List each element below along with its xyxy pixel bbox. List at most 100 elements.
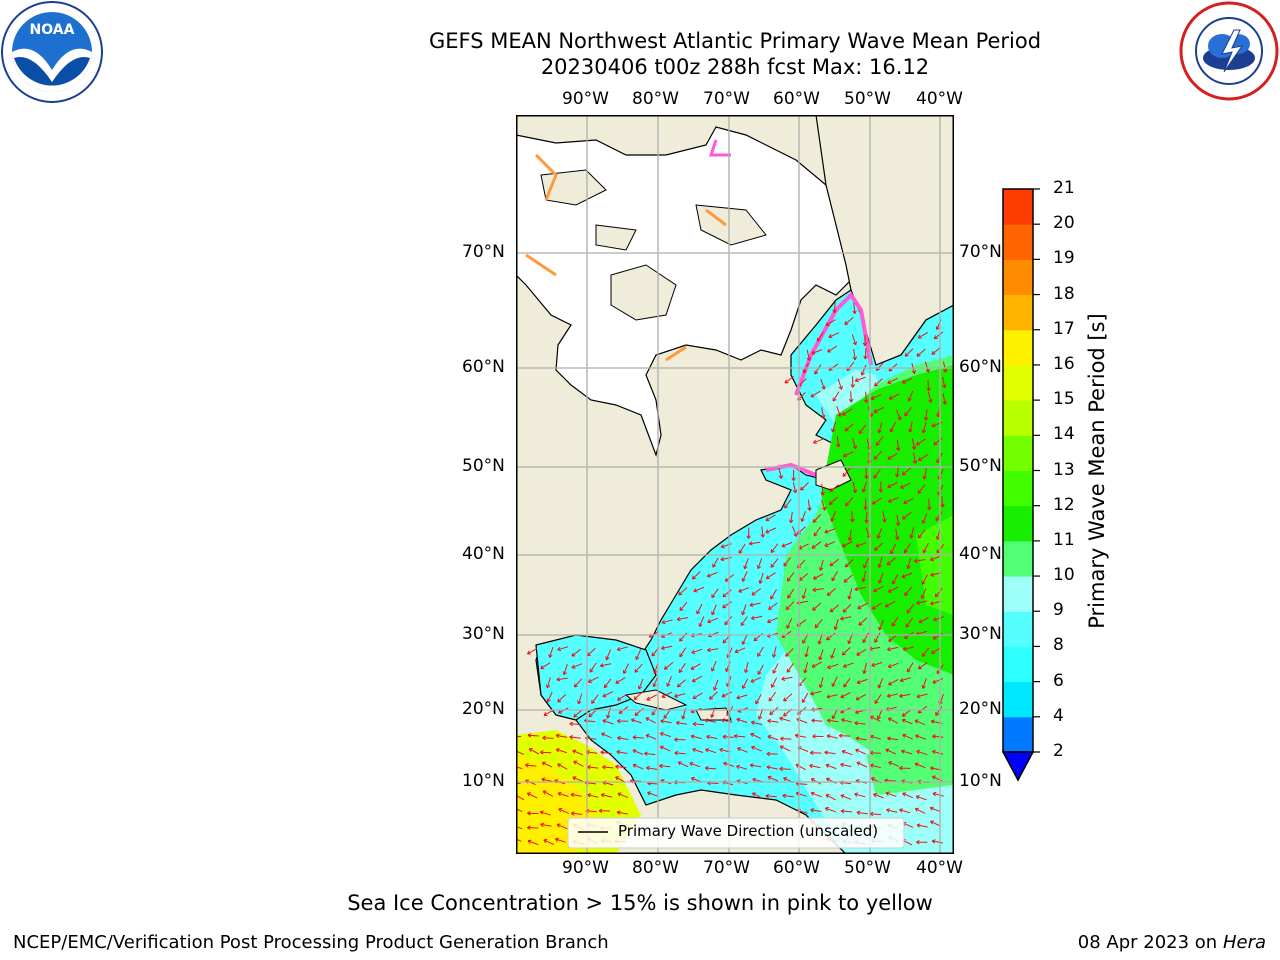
wave-arrow	[796, 792, 807, 797]
wave-arrow-head	[841, 749, 846, 755]
wave-arrow	[877, 528, 883, 539]
colorbar-tick-label: 13	[1053, 459, 1075, 480]
colorbar-segment	[1003, 294, 1033, 331]
wave-arrow	[855, 693, 867, 701]
colorbar-segment	[1003, 681, 1033, 718]
wave-arrow-head	[887, 717, 892, 722]
wave-arrow-head	[931, 839, 936, 844]
wave-arrow-head	[826, 591, 831, 596]
wave-arrow-head	[875, 441, 880, 446]
wave-arrow-head	[933, 617, 938, 622]
wave-arrow	[854, 722, 866, 725]
wave-arrow-head	[804, 653, 809, 658]
wave-arrow	[804, 662, 809, 674]
wave-arrow-head	[810, 791, 815, 796]
wave-arrow	[888, 717, 899, 724]
wave-arrow-head	[749, 763, 754, 768]
wave-arrow	[903, 497, 914, 504]
wave-arrow-head	[676, 616, 681, 622]
wave-arrow	[932, 735, 944, 738]
wave-arrow-head	[886, 808, 891, 813]
wave-arrow-head	[571, 664, 576, 669]
wave-arrow	[902, 734, 914, 740]
wave-arrow-head	[902, 646, 907, 652]
wave-arrow	[826, 735, 838, 739]
wave-arrow-head	[840, 616, 844, 621]
wave-arrow-head	[874, 546, 879, 551]
wave-arrow	[908, 390, 914, 402]
wave-arrow-head	[827, 664, 832, 670]
wave-arrow-head	[757, 715, 763, 720]
lon-label-top: 90°W	[562, 89, 609, 109]
wave-arrow-head	[861, 578, 866, 583]
wave-arrow-head	[603, 684, 608, 689]
wave-arrow	[679, 601, 688, 611]
wave-arrow-head	[921, 684, 926, 689]
lat-label-left: 10°N	[462, 771, 505, 791]
wave-arrow-head	[895, 522, 901, 527]
wave-arrow	[888, 586, 899, 593]
colorbar-tick-label: 2	[1053, 741, 1064, 761]
wave-arrow	[842, 408, 852, 416]
wave-arrow	[918, 617, 929, 624]
colorbar-label: Primary Wave Mean Period [s]	[1085, 313, 1109, 629]
wave-arrow	[751, 721, 763, 726]
wave-arrow	[896, 439, 899, 451]
wave-arrow-head	[679, 653, 684, 658]
wave-arrow	[645, 717, 656, 724]
wave-arrow-head	[842, 453, 847, 458]
wave-arrow-head	[751, 591, 756, 596]
wave-arrow-head	[812, 518, 817, 523]
wave-period-map	[516, 115, 954, 854]
wave-arrow-head	[916, 749, 921, 755]
wave-arrow	[586, 751, 598, 754]
wave-arrow	[709, 691, 718, 700]
wave-arrow-head	[885, 791, 890, 796]
lon-label-bottom: 50°W	[844, 858, 891, 878]
wave-arrow-head	[840, 808, 845, 814]
wave-arrow	[644, 752, 656, 756]
wave-arrow	[779, 745, 791, 752]
wave-arrow-head	[921, 429, 927, 434]
wave-arrow-head	[691, 678, 696, 683]
wave-arrow	[904, 586, 913, 596]
wave-arrow	[934, 588, 943, 598]
wave-arrow-head	[802, 369, 807, 374]
wave-arrow-head	[935, 517, 940, 522]
wave-arrow-head	[855, 696, 860, 701]
wave-arrow-head	[601, 732, 606, 737]
wave-arrow-head	[632, 735, 637, 740]
wave-arrow	[855, 376, 866, 382]
wave-arrow-head	[711, 611, 716, 616]
map-frame	[516, 115, 954, 854]
wave-arrow-head	[845, 502, 850, 507]
wave-arrow-head	[740, 622, 745, 627]
wave-arrow-head	[770, 683, 775, 688]
wave-arrow-head	[833, 626, 838, 631]
wave-arrow-head	[541, 761, 546, 766]
wave-arrow	[805, 646, 809, 658]
colorbar-segment	[1003, 505, 1033, 542]
wave-arrow	[812, 514, 822, 523]
wave-arrow	[750, 733, 761, 739]
wave-arrow-head	[840, 694, 845, 699]
wave-arrow	[935, 511, 943, 521]
wave-arrow-head	[921, 653, 926, 657]
wave-arrow	[721, 691, 733, 698]
wave-arrow	[899, 809, 911, 814]
wave-arrow-head	[844, 563, 849, 568]
wave-arrow	[932, 678, 944, 684]
wave-arrow-head	[891, 622, 896, 627]
wave-arrow-head	[787, 594, 792, 599]
wave-arrow	[574, 678, 583, 688]
wave-arrow	[617, 737, 629, 740]
wave-arrow	[635, 649, 642, 660]
wave-arrow-head	[926, 387, 931, 392]
wave-arrow-head	[741, 611, 746, 616]
wave-arrow-head	[907, 397, 912, 402]
wave-arrow	[742, 634, 748, 645]
wave-arrow-head	[587, 678, 592, 683]
wave-arrow-head	[707, 647, 711, 653]
wave-arrow-head	[917, 534, 922, 539]
wave-arrow-head	[818, 567, 824, 571]
